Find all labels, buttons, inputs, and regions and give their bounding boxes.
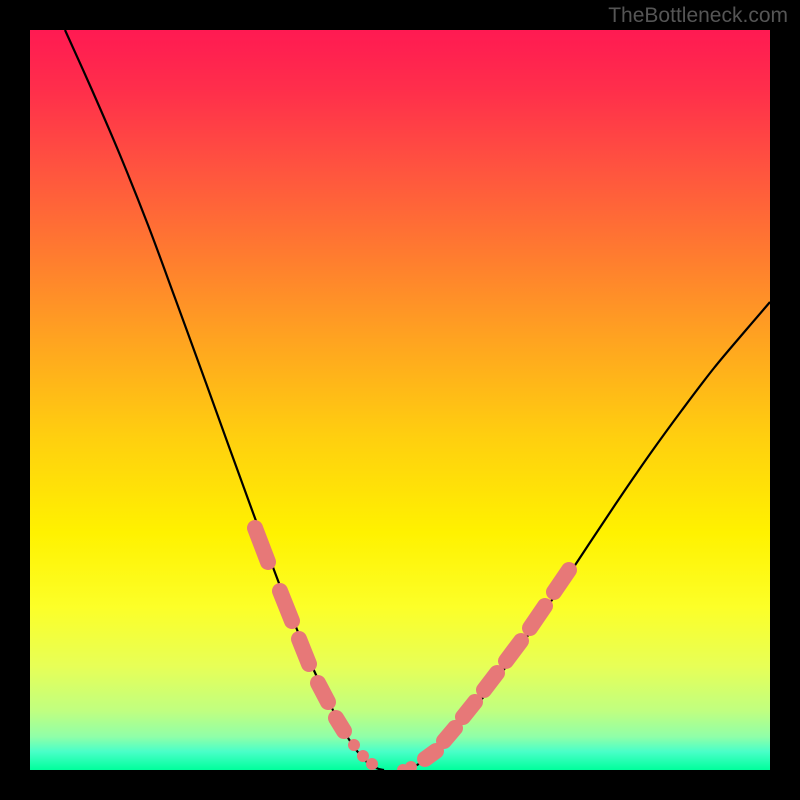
pink-sausage (463, 702, 475, 717)
pink-dot-group (255, 528, 569, 770)
curves-layer (30, 30, 770, 770)
pink-sausage (318, 683, 328, 702)
pink-dot (348, 739, 360, 751)
pink-sausage (299, 639, 309, 664)
pink-sausage (255, 528, 268, 562)
v-curve-left (65, 30, 384, 770)
v-curve-right (400, 302, 770, 770)
pink-sausage (530, 606, 545, 628)
pink-dot (405, 761, 417, 770)
plot-area (30, 30, 770, 770)
pink-sausage (425, 751, 436, 759)
pink-sausage (484, 673, 497, 690)
pink-dot (357, 750, 369, 762)
pink-sausage (506, 641, 521, 661)
watermark-text: TheBottleneck.com (608, 4, 788, 28)
pink-sausage (280, 591, 292, 621)
pink-sausage (554, 570, 569, 592)
pink-sausage (336, 718, 344, 731)
pink-sausage (444, 728, 455, 741)
pink-dot (366, 758, 378, 770)
